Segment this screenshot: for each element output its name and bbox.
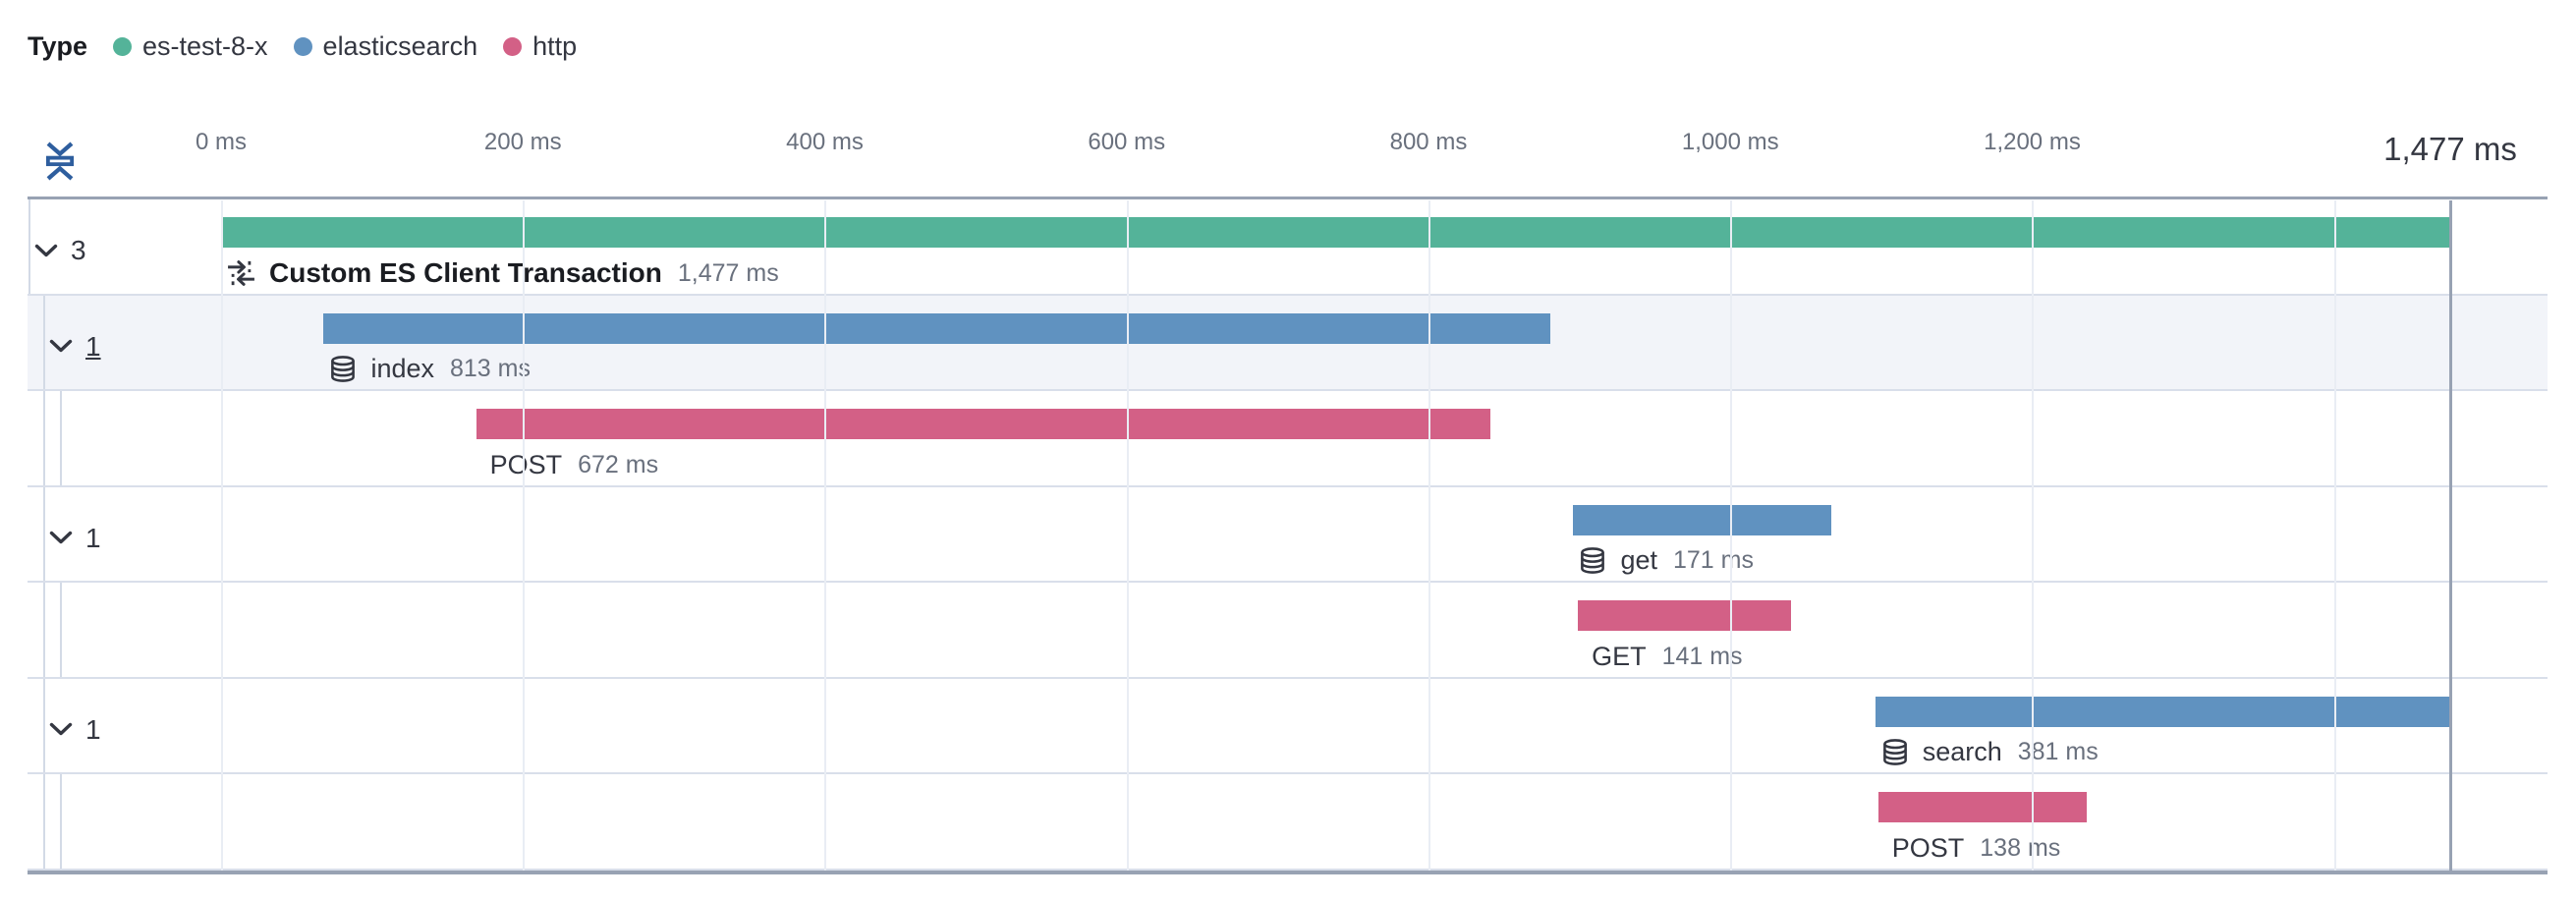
waterfall-row-index: 1 index 813 ms <box>28 295 2548 391</box>
duration-label: 1,477 ms <box>677 258 779 287</box>
nesting-indent-border <box>43 583 45 677</box>
timeline-gridline <box>221 200 223 871</box>
bar-label[interactable]: get 171 ms <box>1578 543 1754 579</box>
legend-item-label: es-test-8-x <box>142 30 268 61</box>
database-icon <box>331 356 356 382</box>
database-icon <box>1882 739 1907 765</box>
nesting-indent-border <box>43 678 45 772</box>
span-bar-get[interactable] <box>1573 504 1832 535</box>
span-name: POST <box>1891 832 1965 863</box>
timeline-gridline <box>2032 200 2035 871</box>
chevron-down-icon <box>49 722 73 736</box>
legend-item-label: http <box>532 30 578 61</box>
nesting-indent-border <box>60 391 62 485</box>
fold-vertical-icon <box>45 141 75 181</box>
bar-label[interactable]: POST 138 ms <box>1892 830 2061 866</box>
nesting-indent-border <box>28 199 30 294</box>
axis-tick-label: 200 ms <box>483 129 562 155</box>
nesting-indent-border <box>60 774 62 869</box>
span-bar-get[interactable] <box>1578 600 1791 631</box>
duration-label: 813 ms <box>450 355 531 382</box>
duration-label: 171 ms <box>1673 546 1754 574</box>
span-name: POST <box>489 449 563 479</box>
accordion-toggle[interactable]: 1 <box>49 521 101 556</box>
child-count-link[interactable]: 1 <box>85 713 101 745</box>
span-name: index <box>370 354 434 383</box>
child-count-link[interactable]: 3 <box>71 235 86 265</box>
bar-label[interactable]: search 381 ms <box>1880 735 2099 770</box>
accordion-toggle[interactable]: 3 <box>34 233 86 268</box>
chevron-down-icon <box>49 339 73 353</box>
timeline-gridline <box>1428 200 1430 871</box>
bar-label[interactable]: Custom ES Client Transaction 1,477 ms <box>226 255 779 291</box>
axis-tick-label: 0 ms <box>195 129 247 155</box>
axis-tick-label: 1,000 ms <box>1681 129 1779 155</box>
legend-title: Type <box>28 30 88 61</box>
child-count-link[interactable]: 1 <box>85 330 101 362</box>
axis-total-duration: 1,477 ms <box>2383 131 2517 167</box>
legend: Type es-test-8-x elasticsearch http <box>28 28 577 65</box>
legend-dot <box>293 36 312 56</box>
nesting-indent-border <box>43 774 45 869</box>
accordion-toggle[interactable]: 1 <box>49 712 101 748</box>
nesting-indent-border <box>43 391 45 485</box>
timeline-gridline <box>2333 200 2336 871</box>
span-bar-post[interactable] <box>1877 792 2087 822</box>
timeline-gridline <box>523 200 526 871</box>
legend-dot <box>113 36 133 56</box>
span-bar-index[interactable] <box>323 312 1551 344</box>
bar-label[interactable]: GET 141 ms <box>1592 639 1743 674</box>
timeline-gridline <box>824 200 827 871</box>
bar-label[interactable]: index 813 ms <box>328 352 531 387</box>
merge-icon <box>228 260 254 286</box>
span-name: GET <box>1592 641 1647 671</box>
legend-item-es-test-8-x: es-test-8-x <box>113 31 268 62</box>
waterfall-bottom-border <box>28 870 2548 874</box>
transaction-bar-custom-es-client-transaction[interactable] <box>221 217 2450 248</box>
chevron-down-icon <box>49 531 73 544</box>
waterfall-row-search: 1 search 381 ms <box>28 678 2548 774</box>
legend-item-elasticsearch: elasticsearch <box>293 30 478 62</box>
transaction-name: Custom ES Client Transaction <box>269 257 662 288</box>
span-name: get <box>1620 545 1657 575</box>
database-icon <box>1581 547 1605 574</box>
axis-tick-label: 800 ms <box>1389 129 1468 155</box>
nesting-indent-border <box>43 295 45 389</box>
span-name: search <box>1922 737 2002 766</box>
chevron-down-icon <box>34 244 58 256</box>
total-duration-cursor-line <box>2449 200 2452 871</box>
legend-dot <box>503 36 523 56</box>
waterfall-row-get: GET 141 ms <box>28 583 2548 679</box>
span-bar-search[interactable] <box>1875 696 2450 727</box>
collapse-all-button[interactable] <box>41 141 79 182</box>
span-bar-post[interactable] <box>476 409 1490 439</box>
child-count-link[interactable]: 1 <box>85 522 101 553</box>
axis-tick-label: 400 ms <box>786 129 864 155</box>
waterfall-row-post: POST 138 ms <box>28 774 2548 871</box>
duration-label: 672 ms <box>578 450 659 478</box>
legend-items: es-test-8-x elasticsearch http <box>113 31 577 62</box>
waterfall-top-border <box>28 197 2548 200</box>
waterfall-row-custom-es-client-transaction: 3 Custom ES Client Transaction 1,477 ms <box>28 199 2548 296</box>
legend-item-label: elasticsearch <box>322 30 478 61</box>
timeline-gridline <box>1126 200 1129 871</box>
duration-label: 141 ms <box>1661 642 1743 670</box>
axis-tick-label: 600 ms <box>1088 129 1166 155</box>
duration-label: 138 ms <box>1980 833 2061 862</box>
waterfall-row-post: POST 672 ms <box>28 391 2548 487</box>
timeline-gridline <box>1730 200 1733 871</box>
nesting-indent-border <box>60 583 62 677</box>
waterfall-row-get: 1 get 171 ms <box>28 486 2548 583</box>
bar-label[interactable]: POST 672 ms <box>490 447 659 482</box>
duration-label: 381 ms <box>2017 738 2099 765</box>
accordion-toggle[interactable]: 1 <box>49 329 101 365</box>
axis-tick-label: 1,200 ms <box>1984 129 2081 155</box>
nesting-indent-border <box>43 486 45 581</box>
legend-item-http: http <box>503 31 577 62</box>
